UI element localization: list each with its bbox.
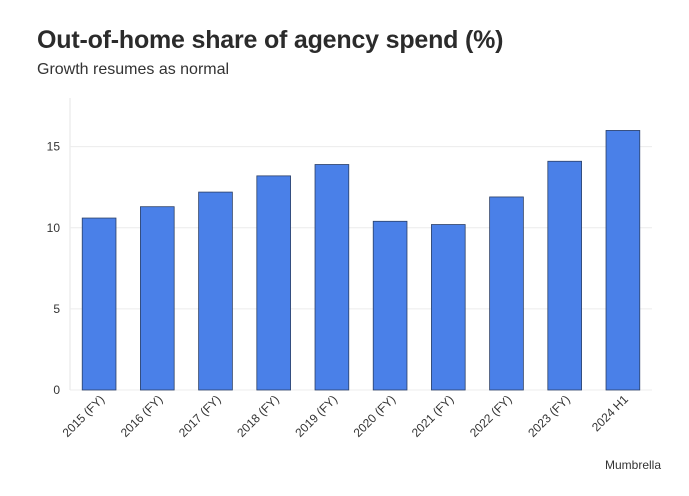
bar	[314, 164, 350, 391]
x-tick-label: 2016 (FY)	[118, 392, 166, 440]
bar	[489, 196, 524, 391]
y-tick-label: 10	[47, 221, 61, 235]
chart-title: Out-of-home share of agency spend (%)	[37, 26, 504, 54]
bar	[198, 191, 233, 391]
bar	[605, 130, 641, 391]
x-axis: 2015 (FY) 2016 (FY) 2017 (FY) 2018 (FY) 2019…	[60, 392, 632, 440]
source-label: Mumbrella	[604, 458, 661, 472]
y-tick-label: 5	[53, 302, 60, 316]
x-tick-label: 2015 (FY)	[60, 392, 108, 440]
bar	[547, 160, 582, 391]
bar	[81, 217, 117, 391]
bar	[372, 220, 408, 391]
bar	[256, 175, 291, 391]
x-tick-label: 2020 (FY)	[351, 392, 399, 440]
x-tick-label: 2017 (FY)	[176, 392, 224, 440]
x-tick-label: 2024 H1	[589, 392, 631, 434]
bar	[140, 206, 175, 391]
bar	[431, 224, 466, 391]
chart-subtitle: Growth resumes as normal	[37, 61, 230, 78]
y-tick-label: 0	[53, 383, 60, 397]
x-tick-label: 2022 (FY)	[467, 392, 515, 440]
x-tick-label: 2023 (FY)	[525, 392, 573, 440]
x-tick-label: 2021 (FY)	[409, 392, 457, 440]
bars	[81, 130, 641, 391]
y-axis: 0 5 10 15	[47, 140, 61, 397]
x-tick-label: 2019 (FY)	[292, 392, 340, 440]
y-tick-label: 15	[47, 140, 61, 154]
x-tick-label: 2018 (FY)	[234, 392, 282, 440]
